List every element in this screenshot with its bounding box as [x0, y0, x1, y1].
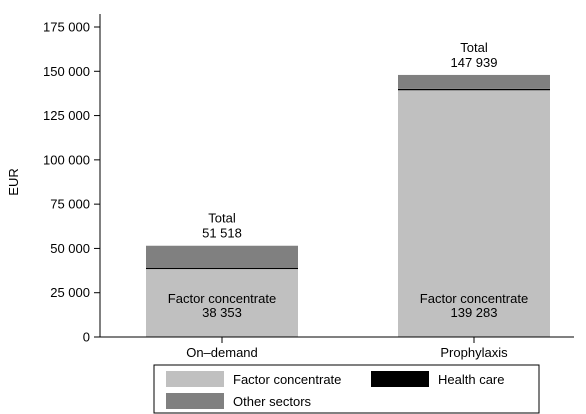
y-tick-label: 25 000: [50, 285, 90, 300]
segment-value: 139 283: [451, 305, 498, 320]
y-axis: 0 25 000 50 000 75 000 100 000 125 000 150 000…: [43, 14, 101, 345]
segment-label: Factor concentrate: [420, 291, 528, 306]
segment-label: Factor concentrate: [168, 291, 276, 306]
total-value: 51 518: [202, 226, 242, 241]
x-axis: On–demand Prophylaxis: [100, 336, 574, 360]
y-tick-label: 125 000: [43, 108, 90, 123]
legend-swatch-factor-concentrate: [166, 371, 224, 387]
bar-segment-health-care: [146, 267, 298, 270]
y-tick-label: 0: [83, 330, 90, 345]
legend-swatch-health-care: [371, 371, 429, 387]
total-label: Total: [460, 40, 488, 55]
y-axis-title: EUR: [6, 168, 21, 195]
legend-label: Factor concentrate: [233, 372, 341, 387]
x-tick-label: On–demand: [186, 345, 258, 360]
legend-label: Other sectors: [233, 394, 312, 409]
legend: Factor concentrate Health care Other secto…: [153, 364, 540, 414]
y-tick-label: 100 000: [43, 152, 90, 167]
x-tick-label: Prophylaxis: [440, 345, 508, 360]
legend-swatch-other-sectors: [166, 393, 224, 409]
bar-segment-other-sectors: [398, 74, 550, 89]
y-tick-label: 75 000: [50, 197, 90, 212]
total-label: Total: [208, 211, 236, 226]
bar-segment-factor-concentrate: [398, 90, 550, 337]
y-tick-label: 50 000: [50, 241, 90, 256]
bar-segment-health-care: [398, 88, 550, 91]
segment-value: 38 353: [202, 305, 242, 320]
y-tick-label: 150 000: [43, 64, 90, 79]
y-tick-label: 175 000: [43, 20, 90, 35]
bar-segment-factor-concentrate: [146, 269, 298, 337]
legend-label: Health care: [438, 372, 504, 387]
total-value: 147 939: [451, 55, 498, 70]
bar-segment-other-sectors: [146, 245, 298, 268]
